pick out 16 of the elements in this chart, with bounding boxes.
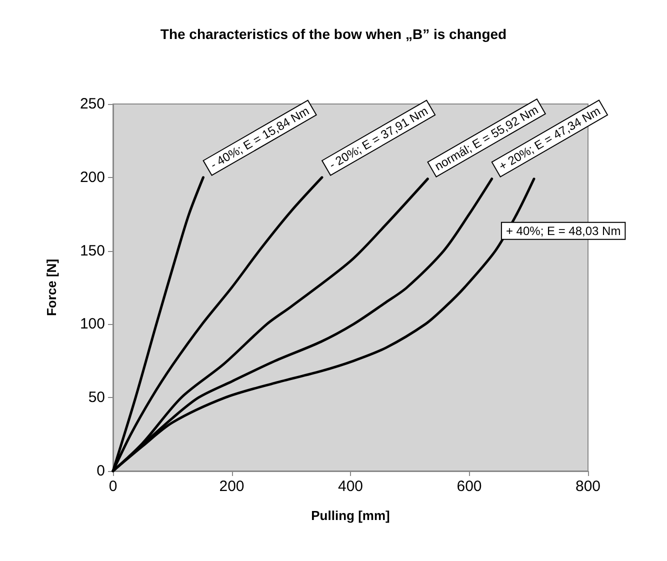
y-tick-label: 50 [88,389,105,406]
x-axis-title: Pulling [mm] [311,508,390,523]
y-tick-label: 200 [80,168,105,186]
y-axis-title: Force [N] [44,258,59,316]
y-tick-label: 150 [80,242,105,260]
x-tick-label: 800 [575,478,601,495]
series-label: + 40%; E = 48,03 Nm [506,224,621,238]
y-tick-label: 100 [80,316,105,333]
x-tick-label: 400 [338,478,364,495]
y-tick-label: 250 [80,96,105,112]
text: - 20%; E = 37,91 Nm [326,104,430,172]
x-tick-label: 600 [456,478,482,495]
chart-title: The characteristics of the bow when „B” is changed [160,26,507,42]
x-tick-label: 0 [108,478,118,495]
x-tick-label: 200 [219,478,244,495]
y-tick-label: 0 [96,462,105,480]
